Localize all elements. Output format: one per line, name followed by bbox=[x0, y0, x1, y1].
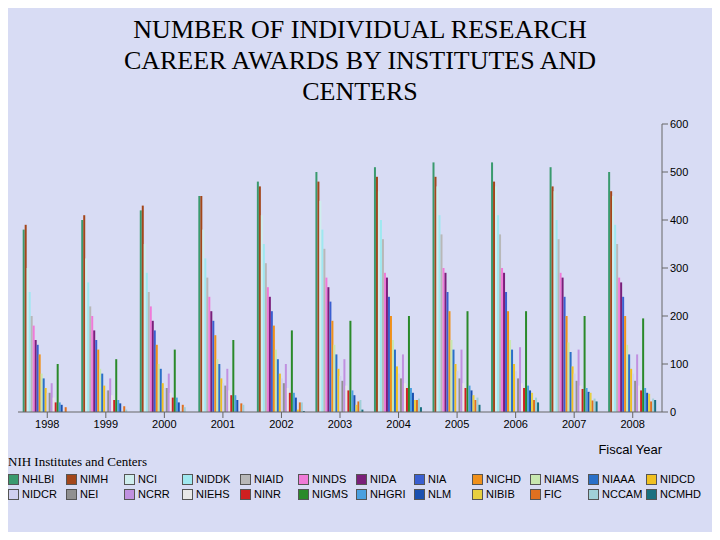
svg-text:100: 100 bbox=[670, 358, 688, 370]
svg-text:0: 0 bbox=[670, 406, 676, 418]
html-text:NCRR: NCRR bbox=[138, 488, 170, 500]
html-text:FIC: FIC bbox=[544, 488, 562, 500]
svg-text:2003: 2003 bbox=[328, 418, 352, 430]
svg-text:2007: 2007 bbox=[562, 418, 586, 430]
html-text:NIMH: NIMH bbox=[80, 473, 109, 485]
svg-text:2001: 2001 bbox=[211, 418, 235, 430]
svg-text:2006: 2006 bbox=[503, 418, 527, 430]
svg-text:2002: 2002 bbox=[269, 418, 293, 430]
html-text:NEI: NEI bbox=[80, 488, 99, 500]
html-text:NIDCD: NIDCD bbox=[660, 473, 695, 485]
html-text:NIEHS: NIEHS bbox=[196, 488, 230, 500]
html-text:NUMBER OF INDIVIDUAL RESEARCH: NUMBER OF INDIVIDUAL RESEARCH CAREER AWA… bbox=[123, 15, 597, 106]
html-text:NICHD: NICHD bbox=[486, 473, 521, 485]
html-text:NIAID: NIAID bbox=[254, 473, 284, 485]
html-text:NIDA: NIDA bbox=[370, 473, 397, 485]
html-text:NHGRI: NHGRI bbox=[370, 488, 406, 500]
html-text:NINDS: NINDS bbox=[312, 473, 347, 485]
svg-text:200: 200 bbox=[670, 310, 688, 322]
svg-text:500: 500 bbox=[670, 166, 688, 178]
html-text:NINR: NINR bbox=[254, 488, 281, 500]
html-text:NIDDK: NIDDK bbox=[196, 473, 231, 485]
html-text:NIH Institutes and Centers: NIH Institutes and Centers bbox=[8, 454, 147, 469]
svg-text:2000: 2000 bbox=[152, 418, 176, 430]
svg-text:300: 300 bbox=[670, 262, 688, 274]
html-text:NIAMS: NIAMS bbox=[544, 473, 579, 485]
svg-text:600: 600 bbox=[670, 118, 688, 130]
svg-text:2005: 2005 bbox=[445, 418, 469, 430]
svg-text:1998: 1998 bbox=[35, 418, 59, 430]
svg-text:Fiscal Year: Fiscal Year bbox=[598, 442, 662, 454]
html-text:NIBIB: NIBIB bbox=[486, 488, 515, 500]
html-text:NHLBI: NHLBI bbox=[22, 473, 55, 485]
svg-text:1999: 1999 bbox=[94, 418, 118, 430]
svg-text:400: 400 bbox=[670, 214, 688, 226]
html-text:NCCAM: NCCAM bbox=[602, 488, 643, 500]
html-text:NIDCR: NIDCR bbox=[22, 488, 57, 500]
html-text:NCMHD: NCMHD bbox=[660, 488, 701, 500]
html-text:NIGMS: NIGMS bbox=[312, 488, 349, 500]
svg-text:2008: 2008 bbox=[620, 418, 644, 430]
svg-text:2004: 2004 bbox=[386, 418, 410, 430]
html-text:NIA: NIA bbox=[428, 473, 447, 485]
html-text:NCI: NCI bbox=[138, 473, 157, 485]
html-text:NIAAA: NIAAA bbox=[602, 473, 635, 485]
html-text:NLM: NLM bbox=[428, 488, 452, 500]
